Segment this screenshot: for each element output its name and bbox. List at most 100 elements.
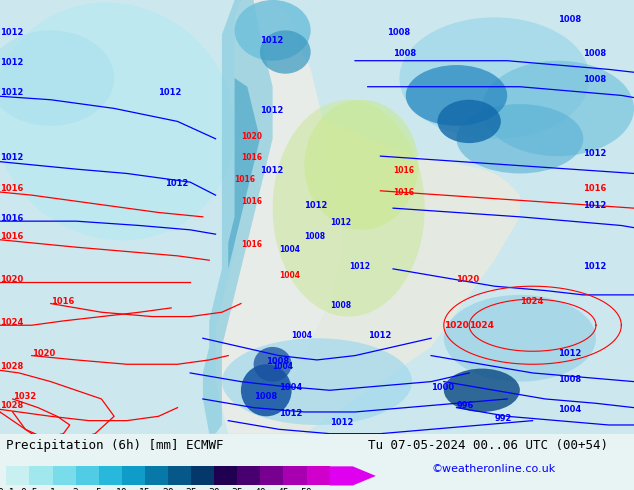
Text: 1016: 1016 [0, 214, 23, 223]
Ellipse shape [222, 338, 412, 425]
Text: 1016: 1016 [241, 153, 262, 163]
Bar [6, 466, 29, 486]
Text: 1004: 1004 [273, 362, 294, 370]
Text: 1020: 1020 [0, 275, 23, 284]
Ellipse shape [260, 30, 311, 74]
Bar [122, 466, 145, 486]
Text: 40: 40 [254, 488, 266, 490]
Text: 15: 15 [139, 488, 151, 490]
Text: 1000: 1000 [431, 383, 454, 392]
Text: 1012: 1012 [330, 219, 351, 227]
Text: 1012: 1012 [304, 201, 328, 210]
Text: 1016: 1016 [235, 175, 256, 184]
Text: 1004: 1004 [279, 383, 302, 392]
Text: 1012: 1012 [330, 418, 353, 427]
Text: 1016: 1016 [0, 231, 23, 241]
Bar [307, 466, 330, 486]
Text: 0.5: 0.5 [21, 488, 38, 490]
Text: 1024: 1024 [0, 318, 23, 327]
Text: 1016: 1016 [241, 240, 262, 249]
Ellipse shape [456, 104, 583, 173]
Ellipse shape [254, 347, 292, 382]
Text: 30: 30 [209, 488, 220, 490]
Text: 1016: 1016 [583, 184, 607, 193]
Ellipse shape [399, 17, 590, 139]
Text: 1012: 1012 [260, 36, 283, 46]
Text: 996: 996 [456, 401, 474, 410]
Text: 1016: 1016 [241, 197, 262, 206]
Text: 1012: 1012 [260, 167, 283, 175]
Ellipse shape [0, 2, 235, 241]
Polygon shape [216, 0, 342, 434]
Text: 10: 10 [116, 488, 127, 490]
Text: 1024: 1024 [520, 296, 543, 306]
Text: 45: 45 [278, 488, 289, 490]
Text: 1028: 1028 [0, 401, 23, 410]
Text: 1008: 1008 [583, 49, 606, 58]
Text: 1012: 1012 [0, 28, 23, 37]
Ellipse shape [304, 100, 418, 230]
Text: 0.1: 0.1 [0, 488, 15, 490]
Text: 1020: 1020 [241, 132, 262, 141]
Text: 1008: 1008 [266, 357, 289, 366]
Text: 1008: 1008 [254, 392, 276, 401]
Text: 1012: 1012 [0, 58, 23, 67]
Ellipse shape [241, 364, 292, 416]
Text: 5: 5 [96, 488, 101, 490]
Text: 1008: 1008 [304, 231, 325, 241]
Bar [168, 466, 191, 486]
Text: 1004: 1004 [279, 270, 300, 279]
Bar [29, 466, 53, 486]
Text: 992: 992 [495, 414, 512, 423]
Text: 25: 25 [185, 488, 197, 490]
Text: 20: 20 [162, 488, 174, 490]
Text: 1012: 1012 [158, 88, 182, 98]
Text: Tu 07-05-2024 00..06 UTC (00+54): Tu 07-05-2024 00..06 UTC (00+54) [368, 439, 608, 452]
Bar [191, 466, 214, 486]
Bar [261, 466, 283, 486]
Text: 1016: 1016 [393, 167, 414, 175]
Text: 1012: 1012 [260, 106, 283, 115]
Ellipse shape [437, 100, 501, 143]
Text: Precipitation (6h) [mm] ECMWF: Precipitation (6h) [mm] ECMWF [6, 439, 224, 452]
Ellipse shape [406, 65, 507, 126]
Ellipse shape [273, 100, 425, 317]
Text: 1004: 1004 [558, 405, 581, 414]
Polygon shape [203, 0, 273, 434]
Bar [283, 466, 307, 486]
Ellipse shape [0, 30, 114, 126]
Text: 1008: 1008 [558, 375, 581, 384]
Bar [75, 466, 99, 486]
Text: 1012: 1012 [368, 331, 391, 340]
Text: 1012: 1012 [583, 149, 607, 158]
Text: 1012: 1012 [165, 179, 188, 189]
Text: 1012: 1012 [0, 88, 23, 98]
Ellipse shape [235, 0, 311, 61]
Text: 1012: 1012 [0, 153, 23, 163]
Text: 2: 2 [73, 488, 79, 490]
Text: 1012: 1012 [279, 409, 302, 418]
Ellipse shape [444, 295, 596, 382]
Text: 1020: 1020 [444, 321, 469, 330]
Text: 1012: 1012 [558, 348, 581, 358]
Text: 1004: 1004 [292, 331, 313, 340]
Text: 1008: 1008 [558, 15, 581, 24]
Text: 1028: 1028 [0, 362, 23, 370]
Text: 50: 50 [301, 488, 313, 490]
Text: ©weatheronline.co.uk: ©weatheronline.co.uk [431, 464, 555, 474]
Polygon shape [228, 78, 260, 347]
Text: 1008: 1008 [330, 301, 351, 310]
Text: 1020: 1020 [32, 348, 55, 358]
Text: 1032: 1032 [13, 392, 36, 401]
Text: 1016: 1016 [393, 188, 414, 197]
Text: 1012: 1012 [583, 201, 607, 210]
Polygon shape [0, 0, 634, 434]
Bar [214, 466, 237, 486]
Bar [237, 466, 261, 486]
Polygon shape [279, 122, 520, 434]
Text: 1012: 1012 [349, 262, 370, 271]
Text: 1004: 1004 [279, 245, 300, 253]
Text: 1016: 1016 [0, 184, 23, 193]
Text: 1008: 1008 [393, 49, 416, 58]
Text: 1: 1 [49, 488, 55, 490]
